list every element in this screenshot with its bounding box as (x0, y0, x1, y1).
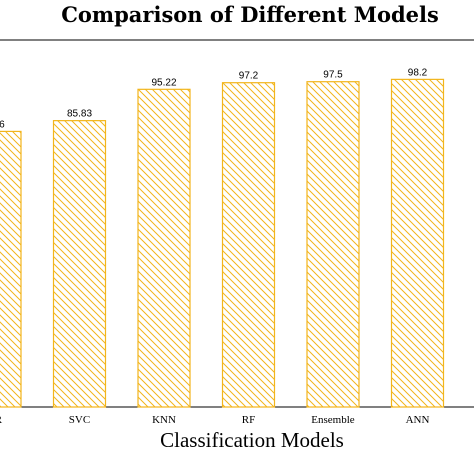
x-tick-rf: RF (242, 414, 255, 426)
bar-knn (137, 88, 191, 408)
bar-ensemble (306, 81, 360, 408)
x-tick-knn: KNN (152, 414, 176, 426)
x-tick-labels: LR SVC KNN RF Ensemble ANN (0, 414, 429, 426)
x-tick-ann: ANN (406, 414, 430, 426)
data-label-knn: 95.22 (151, 77, 176, 88)
bar-rf (221, 82, 276, 408)
data-label-svc: 85.83 (67, 109, 92, 120)
x-axis-label: Classification Models (160, 428, 344, 452)
chart-title: Comparison of Different Models (61, 2, 439, 27)
data-label-ann: 98.2 (408, 67, 428, 78)
bar-ann (390, 78, 445, 408)
x-tick-svc: SVC (69, 414, 90, 426)
x-tick-ensemble: Ensemble (311, 414, 354, 426)
data-label-ensemble: 97.5 (323, 70, 343, 81)
bar-svc (52, 120, 107, 408)
bars-group: 82.6 85.83 95.22 97.2 97.5 98.2 (0, 67, 445, 408)
data-label-rf: 97.2 (239, 71, 259, 82)
data-label-lr: 82.6 (0, 119, 5, 130)
x-tick-lr: LR (0, 414, 3, 426)
bar-lr (0, 130, 22, 408)
